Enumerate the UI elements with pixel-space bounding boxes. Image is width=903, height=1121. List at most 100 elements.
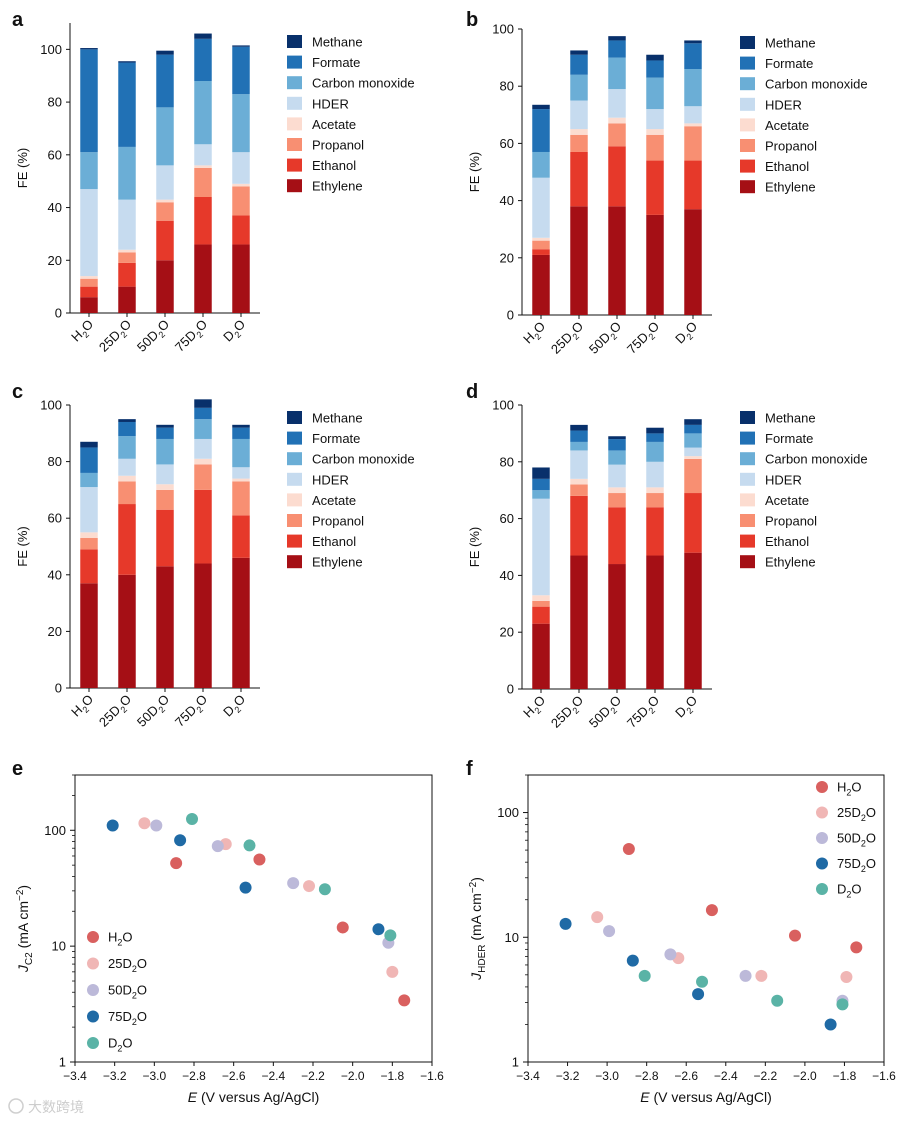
bar-segment-propanol <box>80 278 98 287</box>
bar-segment-formate <box>646 433 664 442</box>
bar-segment-formate <box>194 38 212 81</box>
legend-label: Methane <box>312 411 363 426</box>
legend-swatch <box>740 472 755 486</box>
legend-label-sub: 2 <box>132 991 137 1001</box>
bar-segment-propanol <box>646 134 664 161</box>
x-tick-label: −2.2 <box>301 1069 325 1083</box>
x-tick-label-sub: 2 <box>532 331 543 342</box>
x-tick-label: −1.6 <box>872 1069 896 1083</box>
bar-segment-acetate <box>532 237 550 241</box>
bar-segment-ethanol <box>232 215 250 245</box>
bar-segment-methane <box>608 436 626 440</box>
legend-label-sub: 2 <box>846 788 851 798</box>
panel-label-a: a <box>12 9 24 31</box>
bar-segment-propanol <box>532 600 550 607</box>
y-tick-label: 80 <box>48 95 62 110</box>
x-tick-label-sub: 2 <box>80 704 91 715</box>
x-axis-label-text: (V versus Ag/AgCl) <box>197 1089 319 1105</box>
bar-segment-ethylene <box>118 574 136 688</box>
x-tick-label: −3.0 <box>595 1069 619 1083</box>
legend-label-base: 75D <box>837 856 861 871</box>
scatter-point-e-series-0 <box>253 853 266 866</box>
legend-swatch <box>287 117 302 131</box>
x-tick-label-sub: 2 <box>156 329 167 340</box>
y-axis-label-unit: (mA cm <box>15 901 31 952</box>
legend-label-sub: 2 <box>861 813 866 823</box>
legend-label: Ethanol <box>765 534 809 549</box>
legend-marker <box>816 857 828 870</box>
x-tick-label-sub: 2 <box>118 704 129 715</box>
bar-segment-propanol <box>532 240 550 250</box>
y-tick-label: 60 <box>48 511 62 526</box>
legend-swatch <box>740 36 755 49</box>
watermark-logo <box>8 1098 24 1114</box>
x-tick-label-sub: 2 <box>570 705 581 716</box>
x-tick-label: −2.4 <box>714 1069 738 1083</box>
legend-swatch <box>740 180 755 194</box>
y-tick-label: 20 <box>48 624 62 639</box>
bar-segment-carbon-monoxide <box>80 152 98 190</box>
x-tick-label-sub: 2 <box>646 705 657 716</box>
legend-label-sub: 2 <box>861 839 866 849</box>
y-tick-label: 20 <box>500 625 514 640</box>
bar-segment-ethylene <box>156 566 174 688</box>
x-axis-label-symbol: E <box>188 1089 198 1105</box>
legend-label-tail: O <box>137 983 147 998</box>
x-tick-label: −2.0 <box>341 1069 365 1083</box>
legend-label: Formate <box>312 431 360 446</box>
bar-segment-ethanol <box>118 262 136 287</box>
bar-segment-ethylene <box>80 297 98 313</box>
bar-segment-hder <box>80 189 98 277</box>
legend-swatch <box>740 139 755 152</box>
bar-segment-ethylene <box>194 244 212 313</box>
bar-segment-hder <box>684 106 702 124</box>
y-tick-label: 100 <box>497 805 519 820</box>
panel-label-b: b <box>466 9 478 31</box>
legend-swatch <box>287 158 302 172</box>
bar-segment-formate <box>232 427 250 439</box>
bar-segment-formate <box>118 62 136 147</box>
y-tick-label: 80 <box>500 79 514 94</box>
legend-label: Ethanol <box>312 158 356 173</box>
y-tick-label: 10 <box>52 939 66 954</box>
legend-label: D2O <box>108 1036 133 1054</box>
scatter-point-f-series-3 <box>559 917 572 930</box>
legend-marker <box>816 781 828 793</box>
legend-label: HDER <box>312 96 349 111</box>
bar-segment-carbon-monoxide <box>684 433 702 448</box>
bar-segment-ethylene <box>646 214 664 315</box>
x-tick-label-sub: 2 <box>232 329 243 340</box>
x-tick-label: −2.4 <box>261 1069 285 1083</box>
bar-segment-hder <box>156 165 174 200</box>
legend-swatch <box>740 555 755 569</box>
legend-swatch <box>740 77 755 91</box>
y-tick-label: 60 <box>500 136 514 151</box>
panel-label-c: c <box>12 381 23 403</box>
legend-swatch <box>740 534 755 548</box>
y-axis-label: JHDER (mA cm−2) <box>468 877 488 981</box>
legend-label: 50D2O <box>108 983 147 1001</box>
legend-swatch <box>287 411 302 424</box>
bar-segment-formate <box>232 46 250 95</box>
bar-segment-propanol <box>232 186 250 216</box>
legend-label: Formate <box>765 56 813 71</box>
x-axis-label: E (V versus Ag/AgCl) <box>188 1089 320 1105</box>
plot-frame <box>527 774 885 1063</box>
legend-swatch <box>740 118 755 132</box>
legend-label: Carbon monoxide <box>312 76 415 91</box>
x-tick-label: 25D2O <box>96 317 136 357</box>
bar-segment-hder <box>608 89 626 118</box>
bar-segment-ethanol <box>194 489 212 564</box>
x-tick-label: −3.2 <box>556 1069 580 1083</box>
bar-segment-hder <box>532 177 550 238</box>
legend-label: 75D2O <box>837 856 876 874</box>
y-tick-label: 0 <box>55 306 62 321</box>
scatter-point-f-series-2 <box>603 925 616 938</box>
legend-marker <box>87 1010 99 1023</box>
bar-segment-formate <box>608 439 626 451</box>
bar-segment-carbon-monoxide <box>80 472 98 488</box>
bar-segment-acetate <box>646 129 664 135</box>
